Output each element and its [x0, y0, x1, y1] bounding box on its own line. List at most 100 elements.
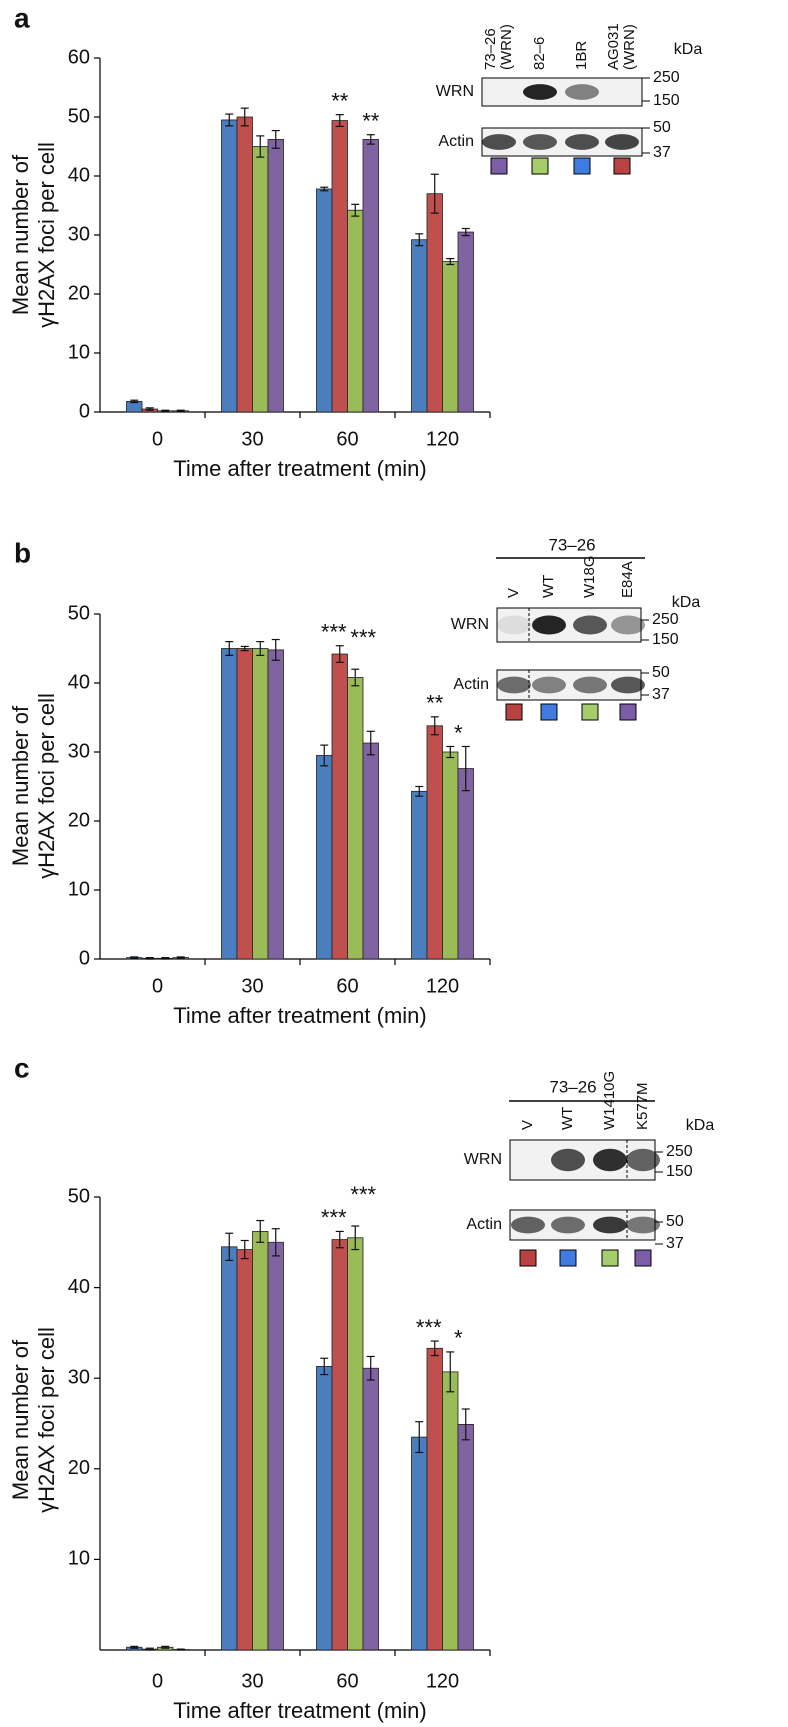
y-tick-label: 10 — [68, 1548, 90, 1570]
x-tick-label: 120 — [426, 1670, 459, 1692]
error-bar — [446, 1351, 455, 1393]
error-bar — [366, 730, 375, 756]
bar — [236, 116, 253, 413]
blot-band — [523, 84, 557, 100]
bar — [316, 1366, 333, 1651]
lane-color-key — [490, 157, 508, 175]
lane-color-key — [613, 157, 631, 175]
blot-bg — [496, 607, 642, 643]
lane-label: W1410G — [601, 1071, 618, 1130]
blot-band — [626, 1148, 660, 1172]
lane-label: 82–6 — [531, 37, 548, 70]
y-tick-label: 40 — [68, 1276, 90, 1298]
bar — [221, 119, 238, 413]
error-bar — [366, 134, 375, 145]
marker-label: 250 — [666, 1143, 693, 1160]
significance-annotation: *** — [321, 620, 347, 645]
x-tick-label: 30 — [241, 428, 263, 450]
error-bar — [145, 407, 154, 411]
blot-band — [611, 615, 645, 635]
error-bar — [225, 1232, 234, 1262]
blot-band — [605, 134, 639, 150]
error-bar — [271, 638, 280, 661]
error-bar — [446, 258, 455, 266]
error-bar — [320, 186, 329, 192]
error-bar — [430, 1340, 439, 1357]
y-axis-label: Mean number of — [8, 705, 33, 866]
bar — [442, 261, 459, 413]
y-tick-label: 10 — [68, 341, 90, 363]
error-bar — [130, 956, 139, 959]
error-bar — [446, 745, 455, 759]
blot-band — [551, 1148, 585, 1172]
lane-label: E84A — [619, 561, 636, 598]
bar — [426, 1347, 443, 1651]
blot-band — [626, 1216, 660, 1234]
bar — [267, 649, 284, 960]
blot-band — [593, 1216, 627, 1234]
blot-band — [565, 84, 599, 100]
x-tick-label: 60 — [336, 1670, 358, 1692]
blot-band — [611, 676, 645, 694]
x-tick-label: 30 — [241, 975, 263, 997]
error-bar — [240, 645, 249, 652]
error-bar — [225, 640, 234, 657]
marker-label: 150 — [652, 631, 679, 648]
bar — [347, 1237, 364, 1651]
bar — [426, 193, 443, 413]
bar — [316, 755, 333, 960]
y-tick-label: 50 — [68, 105, 90, 127]
blot-band — [593, 1148, 627, 1172]
x-axis-label: Time after treatment (min) — [173, 456, 426, 481]
y-axis-label: γH2AX foci per cell — [34, 1327, 59, 1513]
marker-label: 150 — [666, 1163, 693, 1180]
error-bar — [176, 1648, 185, 1651]
error-bar — [256, 135, 265, 158]
y-tick-label: 10 — [68, 878, 90, 900]
error-bar — [176, 956, 185, 959]
lane-color-key — [559, 1249, 577, 1267]
error-bar — [225, 113, 234, 127]
marker-label: 37 — [653, 144, 671, 161]
lane-label: WT — [559, 1107, 576, 1130]
blot-band — [551, 1216, 585, 1234]
significance-annotation: * — [454, 1326, 463, 1351]
significance-annotation: *** — [321, 1205, 347, 1230]
blot-row-label: Actin — [438, 133, 474, 150]
error-bar — [271, 1228, 280, 1257]
lane-label: AG031 — [605, 23, 622, 70]
y-axis-label: γH2AX foci per cell — [34, 142, 59, 328]
y-tick-label: 50 — [68, 602, 90, 624]
bar — [411, 790, 428, 960]
lane-color-key — [619, 703, 637, 721]
error-bar — [240, 1239, 249, 1260]
error-bar — [461, 1408, 470, 1441]
x-axis-label: Time after treatment (min) — [173, 1698, 426, 1723]
y-tick-label: 20 — [68, 282, 90, 304]
x-axis-label: Time after treatment (min) — [173, 1003, 426, 1028]
panel-letter: c — [14, 1052, 30, 1083]
significance-annotation: *** — [350, 1182, 376, 1207]
bar — [331, 1239, 348, 1651]
blot-row-label: Actin — [453, 676, 489, 693]
y-tick-label: 60 — [68, 46, 90, 68]
error-bar — [351, 203, 360, 217]
bar — [411, 1436, 428, 1651]
blot-bg — [481, 77, 643, 107]
lane-color-key — [573, 157, 591, 175]
bar — [411, 239, 428, 413]
lane-label: K577M — [634, 1082, 651, 1130]
y-tick-label: 40 — [68, 164, 90, 186]
significance-annotation: *** — [350, 625, 376, 650]
error-bar — [335, 114, 344, 128]
blot-band — [497, 676, 531, 694]
panel-letter: a — [14, 2, 30, 33]
bar — [362, 139, 379, 413]
marker-label: 250 — [652, 611, 679, 628]
significance-annotation: *** — [416, 1315, 442, 1340]
marker-label: 250 — [653, 69, 680, 86]
bar — [347, 209, 364, 413]
blot-band — [532, 676, 566, 694]
